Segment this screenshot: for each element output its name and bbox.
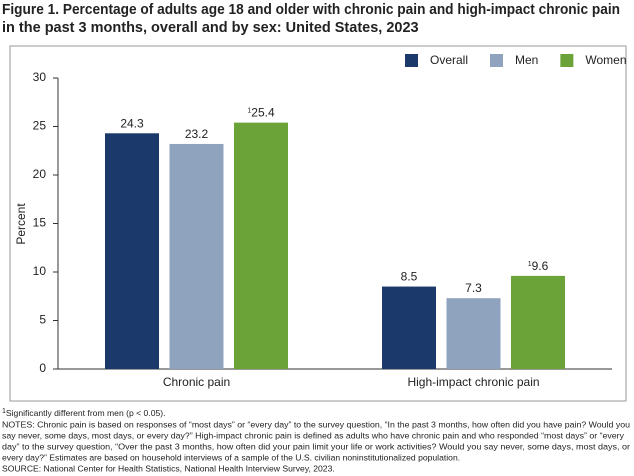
value-text: 25.4 — [251, 106, 275, 120]
x-tick-label: High-impact chronic pain — [407, 375, 539, 389]
bar — [169, 143, 224, 369]
y-tick-label: 15 — [33, 216, 47, 230]
notes-line: every day?” Estimates are based on house… — [2, 452, 460, 462]
y-tick-label: 0 — [39, 361, 46, 375]
bar — [105, 133, 159, 369]
y-tick-label: 30 — [33, 70, 47, 84]
value-note: 1 — [247, 107, 251, 114]
bar — [234, 122, 288, 370]
value-label: 7.3 — [465, 281, 482, 295]
footnote: 1Significantly different from men (p < 0… — [2, 408, 166, 418]
x-tick-label: Chronic pain — [163, 375, 230, 389]
footnote-text: Significantly different from men (p < 0.… — [6, 408, 166, 418]
y-tick-label: 5 — [39, 313, 46, 327]
legend-swatch — [560, 54, 574, 67]
chart-title: Figure 1. Percentage of adults age 18 an… — [2, 2, 620, 18]
source: SOURCE: National Center for Health Stati… — [2, 463, 335, 473]
legend-swatch — [490, 54, 504, 67]
legend-label: Overall — [430, 53, 468, 67]
bar — [382, 286, 436, 369]
chart-title: in the past 3 months, overall and by sex… — [2, 20, 419, 36]
y-axis-label: Percent — [14, 203, 28, 245]
y-tick-label: 10 — [33, 264, 47, 278]
y-tick-label: 20 — [33, 167, 47, 181]
value-label: 8.5 — [401, 270, 418, 284]
bar — [511, 275, 565, 369]
value-text: 24.3 — [120, 116, 144, 130]
notes-line: day” to the survey question, “Over the p… — [2, 441, 630, 451]
value-label: 24.3 — [120, 116, 144, 130]
value-text: 9.6 — [532, 259, 549, 273]
notes-line: NOTES: Chronic pain is based on response… — [2, 419, 630, 429]
bar — [446, 298, 501, 369]
value-label: 125.4 — [247, 106, 275, 120]
value-label: 19.6 — [528, 259, 549, 273]
value-note: 1 — [528, 261, 532, 268]
legend-label: Women — [585, 53, 626, 67]
value-text: 7.3 — [465, 281, 482, 295]
legend-swatch — [405, 54, 418, 67]
value-label: 23.2 — [185, 127, 209, 141]
legend-label: Men — [515, 53, 538, 67]
value-text: 8.5 — [401, 270, 418, 284]
chart-frame — [9, 45, 627, 402]
footnote-marker: 1 — [2, 408, 6, 415]
y-tick-label: 25 — [33, 119, 47, 133]
value-text: 23.2 — [185, 127, 209, 141]
notes-line: say never, some days, most days, or ever… — [2, 430, 625, 440]
